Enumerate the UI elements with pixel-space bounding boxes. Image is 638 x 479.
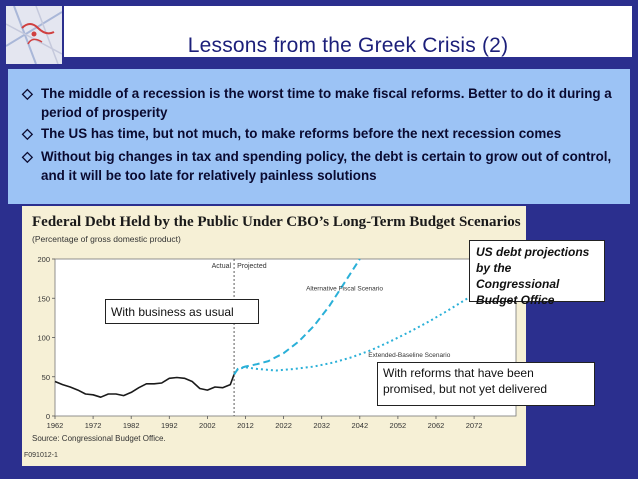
x-tick-label: 1992 <box>161 421 178 430</box>
map-logo-icon <box>6 6 62 64</box>
chart-source: Source: Congressional Budget Office. <box>32 434 166 443</box>
x-tick-label: 1982 <box>123 421 140 430</box>
callout-business-as-usual: With business as usual <box>105 299 259 324</box>
slide-title: Lessons from the Greek Crisis (2) <box>187 34 509 57</box>
chart-title: Federal Debt Held by the Public Under CB… <box>32 214 521 230</box>
chart-panel: Federal Debt Held by the Public Under CB… <box>22 206 526 466</box>
y-tick-label: 0 <box>46 412 50 421</box>
logo <box>6 6 62 64</box>
chart-subtitle: (Percentage of gross domestic product) <box>32 234 181 244</box>
x-tick-label: 1972 <box>85 421 102 430</box>
diamond-outline-icon: ◇ <box>22 125 33 141</box>
x-tick-label: 2062 <box>428 421 445 430</box>
diamond-outline-icon: ◇ <box>22 148 33 164</box>
chart-figure-code: F091012-1 <box>24 452 58 459</box>
divider-label-projected: Projected <box>237 263 267 270</box>
x-tick-label: 2032 <box>313 421 330 430</box>
bullet-text: The middle of a recession is the worst t… <box>41 86 612 120</box>
bullet-box: ◇ The middle of a recession is the worst… <box>8 69 630 204</box>
x-tick-label: 1962 <box>47 421 64 430</box>
y-tick-label: 200 <box>37 255 50 264</box>
series-label-alternative: Alternative Fiscal Scenario <box>306 285 383 292</box>
series-label-extended: Extended-Baseline Scenario <box>368 352 450 359</box>
series-line-1 <box>54 374 235 398</box>
x-tick-label: 2042 <box>351 421 368 430</box>
y-tick-label: 150 <box>37 294 50 303</box>
bullet-text: The US has time, but not much, to make r… <box>41 126 562 141</box>
callout-reforms: With reforms that have been promised, bu… <box>377 362 595 406</box>
title-bar: Lessons from the Greek Crisis (2) <box>64 6 632 60</box>
y-tick-label: 100 <box>37 334 50 343</box>
callout-cbo-projections: US debt projections by the Congressional… <box>469 240 605 307</box>
x-tick-label: 2002 <box>199 421 216 430</box>
diamond-outline-icon: ◇ <box>22 85 33 101</box>
divider-label-actual: Actual <box>212 263 232 270</box>
x-tick-label: 2052 <box>390 421 407 430</box>
chart-plot: 0 50 100 150 200 1962 1972 1982 1992 2002 2012 2022… <box>37 255 517 430</box>
x-tick-label: 2012 <box>237 421 254 430</box>
bullet-text: Without big changes in tax and spending … <box>41 149 612 183</box>
x-tick-label: 2022 <box>275 421 292 430</box>
x-tick-label: 2072 <box>466 421 483 430</box>
y-tick-label: 50 <box>42 373 50 382</box>
